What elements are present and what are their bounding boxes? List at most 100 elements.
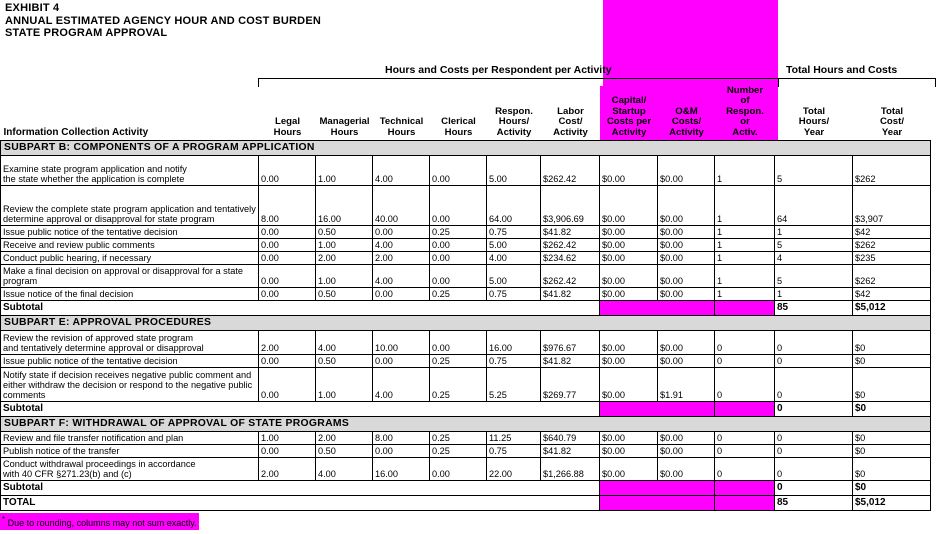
cell-respondent-hours: 5.00 bbox=[486, 238, 541, 253]
cell-labor-cost: $41.82 bbox=[540, 444, 600, 459]
grand-total-capital-om bbox=[599, 495, 715, 512]
table-row: Issue public notice of the tentative dec… bbox=[0, 354, 931, 369]
cell-total-hours-year: 5 bbox=[774, 238, 853, 253]
cell-capital-startup-cost: $0.00 bbox=[599, 330, 658, 356]
title-line2: ANNUAL ESTIMATED AGENCY HOUR AND COST BU… bbox=[5, 14, 321, 27]
cell-respondent-hours: 0.75 bbox=[486, 444, 541, 459]
grand-total-label: TOTAL bbox=[0, 495, 600, 512]
cell-clerical-hours: 0.25 bbox=[429, 431, 487, 446]
header-total-cost-year: Total Cost/Year bbox=[880, 105, 904, 138]
header-number-of-respondents: Number of Respon. or Activ. bbox=[714, 86, 775, 141]
cell-total-hours-year: 5 bbox=[774, 264, 853, 289]
section-banner: SUBPART B: COMPONENTS OF A PROGRAM APPLI… bbox=[0, 140, 931, 157]
cell-technical-hours: 0.00 bbox=[372, 354, 430, 369]
activity-cell: Conduct public hearing, if necessary bbox=[0, 251, 259, 266]
cell-managerial-hours: 1.00 bbox=[315, 238, 373, 253]
cell-clerical-hours: 0.25 bbox=[429, 354, 487, 369]
cell-total-cost-year: $262 bbox=[852, 155, 931, 187]
cell-total-hours-year: 0 bbox=[774, 457, 853, 482]
subtotal-row: Subtotal 0 $0 bbox=[0, 401, 931, 418]
table-row: Receive and review public comments 0.00 1.… bbox=[0, 238, 931, 253]
cell-total-cost-year: $0 bbox=[852, 444, 931, 459]
cell-clerical-hours: 0.00 bbox=[429, 185, 487, 227]
cell-clerical-hours: 0.00 bbox=[429, 155, 487, 187]
cell-technical-hours: 16.00 bbox=[372, 457, 430, 482]
cell-om-cost: $0.00 bbox=[657, 155, 715, 187]
activity-cell: Issue public notice of the tentative dec… bbox=[0, 225, 259, 240]
cell-capital-startup-cost: $0.00 bbox=[599, 354, 658, 369]
header-respondent-hours: Respon. Hours/Activity bbox=[495, 105, 533, 138]
cell-managerial-hours: 2.00 bbox=[315, 431, 373, 446]
header-technical-hours: Technical Hours bbox=[379, 116, 424, 138]
subtotal-label: Subtotal bbox=[0, 300, 600, 317]
cell-number-of-respondents: 1 bbox=[714, 155, 775, 187]
activity-cell: Publish notice of the transfer bbox=[0, 444, 259, 459]
cell-managerial-hours: 1.00 bbox=[315, 367, 373, 403]
cell-legal-hours: 2.00 bbox=[258, 330, 316, 356]
cell-technical-hours: 0.00 bbox=[372, 444, 430, 459]
cell-labor-cost: $262.42 bbox=[540, 264, 600, 289]
header-managerial-hours: Managerial Hours bbox=[319, 116, 370, 138]
section-banner: SUBPART E: APPROVAL PROCEDURES bbox=[0, 315, 931, 332]
cell-legal-hours: 0.00 bbox=[258, 264, 316, 289]
cell-om-cost: $0.00 bbox=[657, 225, 715, 240]
header-om-cost: O&M Costs/Activity bbox=[657, 86, 715, 141]
cell-managerial-hours: 0.50 bbox=[315, 287, 373, 302]
cell-technical-hours: 8.00 bbox=[372, 431, 430, 446]
cell-respondent-hours: 5.25 bbox=[486, 367, 541, 403]
cell-managerial-hours: 0.50 bbox=[315, 225, 373, 240]
cell-clerical-hours: 0.00 bbox=[429, 251, 487, 266]
section-banner-row: SUBPART F: WITHDRAWAL OF APPROVAL OF STA… bbox=[0, 416, 931, 433]
cell-om-cost: $0.00 bbox=[657, 251, 715, 266]
table-body: SUBPART B: COMPONENTS OF A PROGRAM APPLI… bbox=[0, 140, 931, 512]
cell-labor-cost: $41.82 bbox=[540, 225, 600, 240]
cell-total-hours-year: 64 bbox=[774, 185, 853, 227]
cell-managerial-hours: 1.00 bbox=[315, 155, 373, 187]
activity-cell: Receive and review public comments bbox=[0, 238, 259, 253]
cell-labor-cost: $976.67 bbox=[540, 330, 600, 356]
cell-legal-hours: 0.00 bbox=[258, 287, 316, 302]
cell-number-of-respondents: 1 bbox=[714, 287, 775, 302]
subtotal-number-of-respondents bbox=[714, 480, 775, 497]
cell-legal-hours: 0.00 bbox=[258, 155, 316, 187]
header-capital-startup-cost: Capital/Startup Costs per Activity bbox=[599, 86, 658, 141]
cell-total-hours-year: 0 bbox=[774, 354, 853, 369]
subtotal-total-cost-year: $5,012 bbox=[852, 300, 931, 317]
group-header-totals: Total Hours and Costs bbox=[786, 64, 898, 76]
cell-om-cost: $0.00 bbox=[657, 457, 715, 482]
cell-labor-cost: $262.42 bbox=[540, 155, 600, 187]
cell-total-hours-year: 0 bbox=[774, 431, 853, 446]
footnote-marker: * bbox=[2, 515, 6, 524]
cell-total-hours-year: 1 bbox=[774, 287, 853, 302]
cell-capital-startup-cost: $0.00 bbox=[599, 367, 658, 403]
cell-technical-hours: 4.00 bbox=[372, 367, 430, 403]
header-labor-cost: Labor Cost/Activity bbox=[553, 105, 588, 138]
grand-total-total-cost-year: $5,012 bbox=[852, 495, 931, 512]
table-row: Review and file transfer notification an… bbox=[0, 431, 931, 446]
table-row: Notify state if decision receives negati… bbox=[0, 367, 931, 403]
cell-managerial-hours: 0.50 bbox=[315, 444, 373, 459]
cell-technical-hours: 4.00 bbox=[372, 155, 430, 187]
cell-total-cost-year: $235 bbox=[852, 251, 931, 266]
cell-capital-startup-cost: $0.00 bbox=[599, 251, 658, 266]
cell-legal-hours: 0.00 bbox=[258, 251, 316, 266]
subtotal-row: Subtotal 85 $5,012 bbox=[0, 300, 931, 317]
cell-total-cost-year: $262 bbox=[852, 238, 931, 253]
cell-om-cost: $0.00 bbox=[657, 238, 715, 253]
cell-om-cost: $0.00 bbox=[657, 431, 715, 446]
table-header-row: Information Collection Activity Legal Hou… bbox=[1, 86, 931, 141]
cell-clerical-hours: 0.25 bbox=[429, 225, 487, 240]
cell-capital-startup-cost: $0.00 bbox=[599, 225, 658, 240]
cell-number-of-respondents: 1 bbox=[714, 264, 775, 289]
grand-total-total-hours-year: 85 bbox=[774, 495, 853, 512]
table-row: Issue notice of the final decision 0.00 0.… bbox=[0, 287, 931, 302]
subtotal-label: Subtotal bbox=[0, 401, 600, 418]
grand-total-number-of-respondents bbox=[714, 495, 775, 512]
activity-cell: Notify state if decision receives negati… bbox=[0, 367, 259, 403]
table-row: Examine state program application and no… bbox=[0, 155, 931, 187]
cell-technical-hours: 0.00 bbox=[372, 287, 430, 302]
cell-respondent-hours: 22.00 bbox=[486, 457, 541, 482]
cell-respondent-hours: 64.00 bbox=[486, 185, 541, 227]
table-row: Make a final decision on approval or dis… bbox=[0, 264, 931, 289]
